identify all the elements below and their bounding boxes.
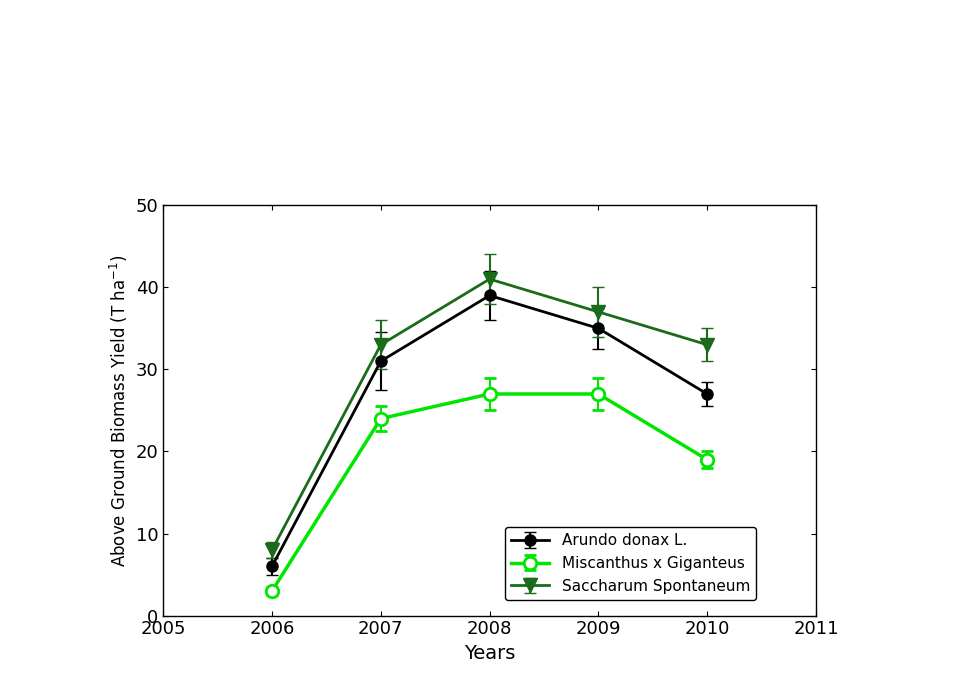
Y-axis label: Above Ground Biomass Yield (T ha$^{-1}$): Above Ground Biomass Yield (T ha$^{-1}$) [108,254,130,566]
X-axis label: Years: Years [464,644,516,663]
Legend: Arundo donax L., Miscanthus x Giganteus, Saccharum Spontaneum: Arundo donax L., Miscanthus x Giganteus,… [505,527,756,600]
Text: Andamento della resa in biomassa secca delle 3 erbacee: Andamento della resa in biomassa secca d… [36,36,924,64]
Text: perenni: perenni [420,83,540,111]
